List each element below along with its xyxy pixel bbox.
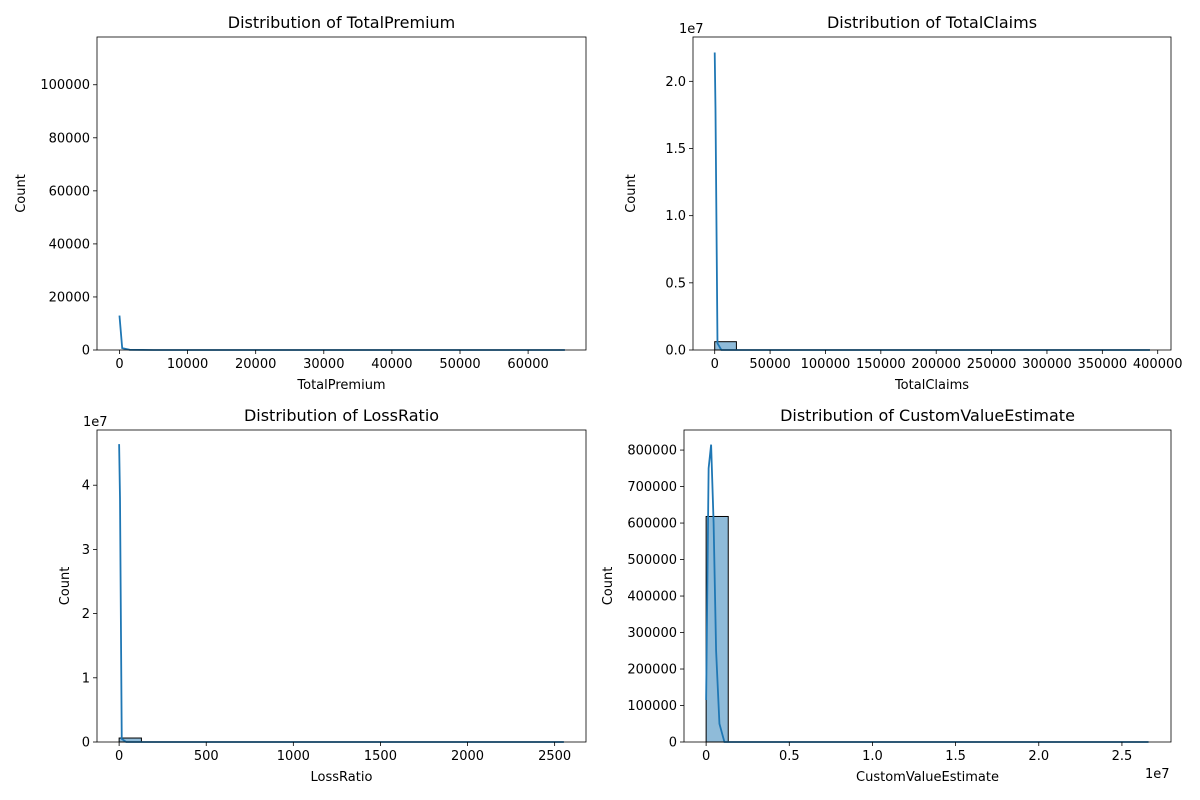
histogram-bar — [705, 515, 729, 743]
x-axis-label: LossRatio — [311, 770, 373, 785]
x-tick-label: 1.0 — [862, 749, 883, 764]
y-tick-label: 100000 — [627, 699, 677, 714]
y-tick-label: 1 — [82, 671, 90, 686]
y-tick-label: 80000 — [49, 131, 90, 146]
chart-panel-4: 0 0.5 1.0 1.5 2.0 2.5 0 100000 200000 300000 40000… — [601, 406, 1172, 785]
x-tick-label: 0 — [702, 749, 710, 764]
x-tick-label: 0 — [115, 357, 123, 372]
y-offset-text: 1e7 — [83, 415, 108, 430]
y-tick-label: 0.0 — [665, 344, 686, 359]
x-tick-label: 10000 — [167, 357, 208, 372]
x-tick-label: 250000 — [967, 357, 1017, 372]
y-axis-label: Count — [58, 567, 73, 606]
chart-title: Distribution of TotalPremium — [228, 13, 456, 32]
y-tick-label: 200000 — [627, 663, 677, 678]
y-tick-label: 3 — [82, 543, 90, 558]
x-tick-label: 2.0 — [1028, 749, 1049, 764]
y-axis-label: Count — [624, 174, 639, 213]
y-tick-label: 800000 — [627, 444, 677, 459]
kde-line — [713, 52, 1150, 351]
kde-line — [118, 315, 565, 351]
y-tick-label: 600000 — [627, 517, 677, 532]
axes-frame — [692, 36, 1172, 351]
x-tick-label: 500 — [194, 749, 219, 764]
x-tick-label: 50000 — [749, 357, 790, 372]
x-tick-label: 1500 — [364, 749, 397, 764]
x-tick-label: 1.5 — [945, 749, 966, 764]
x-tick-label: 200000 — [911, 357, 961, 372]
chart-panel-1: 0 10000 20000 30000 40000 50000 60000 0 20000 400… — [14, 13, 587, 393]
y-offset-text: 1e7 — [679, 22, 704, 37]
chart-title: Distribution of CustomValueEstimate — [780, 406, 1075, 425]
y-tick-label: 400000 — [627, 590, 677, 605]
x-tick-label: 100000 — [801, 357, 851, 372]
y-tick-label: 1.0 — [665, 209, 686, 224]
y-tick-label: 300000 — [627, 626, 677, 641]
y-tick-label: 2.0 — [665, 75, 686, 90]
y-tick-label: 2 — [82, 607, 90, 622]
x-tick-label: 20000 — [235, 357, 276, 372]
x-tick-label: 40000 — [371, 357, 412, 372]
x-tick-label: 0.5 — [779, 749, 800, 764]
y-tick-label: 0 — [82, 736, 90, 751]
axes-frame — [96, 36, 587, 351]
x-tick-label: 50000 — [439, 357, 480, 372]
y-tick-label: 500000 — [627, 553, 677, 568]
x-tick-label: 2.5 — [1112, 749, 1133, 764]
x-tick-label: 300000 — [1022, 357, 1072, 372]
x-tick-label: 150000 — [856, 357, 906, 372]
chart-title: Distribution of LossRatio — [244, 406, 439, 425]
x-tick-label: 2000 — [451, 749, 484, 764]
axes-frame — [96, 429, 587, 743]
axes-frame — [683, 429, 1172, 743]
y-tick-label: 4 — [82, 479, 90, 494]
kde-line — [705, 444, 1149, 743]
kde-line — [118, 444, 564, 743]
x-offset-text: 1e7 — [1145, 767, 1170, 782]
x-tick-label: 60000 — [507, 357, 548, 372]
y-tick-label: 0.5 — [665, 276, 686, 291]
y-tick-label: 0 — [82, 344, 90, 359]
y-tick-label: 100000 — [40, 78, 90, 93]
chart-title: Distribution of TotalClaims — [827, 13, 1037, 32]
x-tick-label: 30000 — [303, 357, 344, 372]
x-tick-label: 400000 — [1133, 357, 1183, 372]
y-tick-label: 20000 — [49, 290, 90, 305]
x-tick-label: 1000 — [277, 749, 310, 764]
chart-panel-3: 0 500 1000 1500 2000 2500 0 1 2 3 4 1e7 Distribution… — [58, 406, 587, 785]
x-tick-label: 2500 — [538, 749, 571, 764]
y-axis-label: Count — [601, 567, 616, 606]
x-tick-label: 0 — [711, 357, 719, 372]
x-axis-label: CustomValueEstimate — [856, 770, 999, 785]
y-tick-label: 60000 — [49, 184, 90, 199]
x-axis-label: TotalClaims — [894, 378, 969, 393]
y-tick-label: 40000 — [49, 237, 90, 252]
y-tick-label: 700000 — [627, 480, 677, 495]
x-tick-label: 350000 — [1078, 357, 1128, 372]
y-tick-label: 1.5 — [665, 142, 686, 157]
chart-panel-2: 0 50000 100000 150000 200000 250000 300000 3500… — [624, 13, 1183, 393]
x-tick-label: 0 — [115, 749, 123, 764]
y-tick-label: 0 — [669, 736, 677, 751]
x-axis-label: TotalPremium — [296, 378, 385, 393]
y-axis-label: Count — [14, 174, 29, 213]
